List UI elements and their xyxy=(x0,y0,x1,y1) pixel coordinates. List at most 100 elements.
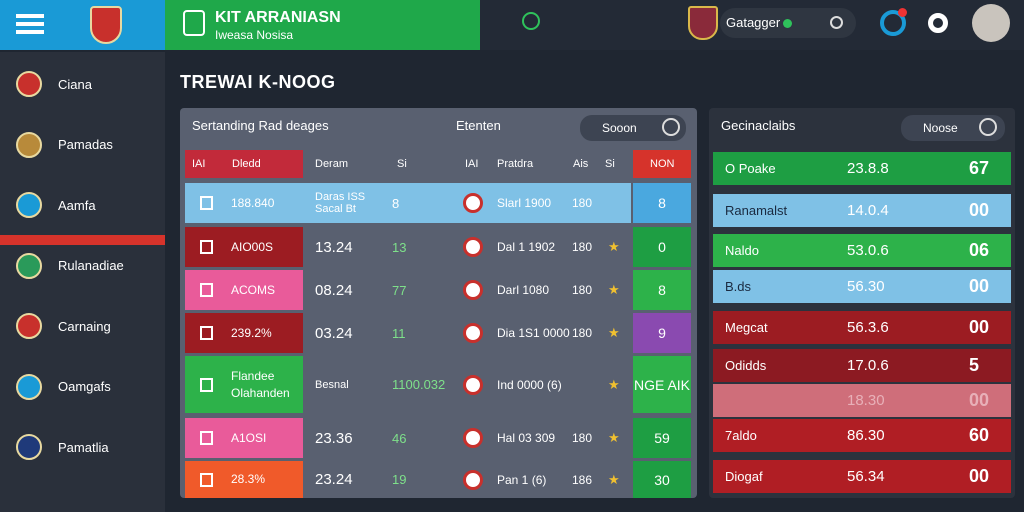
team-name: Dia 1S1 0000 xyxy=(497,326,570,340)
filter-button[interactable]: Noose xyxy=(901,115,1005,141)
row-result: 59 xyxy=(633,418,691,458)
row-icon xyxy=(200,377,213,392)
filter-button[interactable]: Sooon xyxy=(580,115,686,141)
header-cell-bg xyxy=(185,150,303,178)
avatar[interactable] xyxy=(972,4,1010,42)
ranking-name: Diogaf xyxy=(725,469,763,484)
nav-item[interactable]: Rulanadiae xyxy=(0,246,165,286)
star-icon: ★ xyxy=(608,282,620,297)
row-badge: 28.3% xyxy=(185,461,303,498)
row-badge: A1OSI xyxy=(185,418,303,458)
star-icon: ★ xyxy=(608,239,620,254)
button-icon xyxy=(662,118,680,136)
status-icon[interactable] xyxy=(522,12,540,30)
ranking-panel: Gecinaclaibs Noose O Poake 23.8.8 67 Ranama… xyxy=(709,108,1015,498)
row-icon xyxy=(200,283,213,297)
row-value: 23.36 xyxy=(315,429,353,447)
app-subtitle: Iweasa Nosisa xyxy=(215,28,294,42)
ranking-score: 06 xyxy=(969,240,990,260)
ranking-row xyxy=(713,349,1011,382)
settings-icon[interactable] xyxy=(928,13,948,33)
row-result: 30 xyxy=(633,461,691,498)
search-box[interactable]: Gatagger xyxy=(720,8,856,38)
panel-subtitle: Etenten xyxy=(456,118,501,133)
nav-label: Aamfa xyxy=(58,197,96,213)
ranking-value: 23.8.8 xyxy=(847,160,889,177)
nav-label: Oamgafs xyxy=(58,379,111,394)
row-icon xyxy=(200,196,213,210)
row-value: Besnal xyxy=(315,378,349,391)
team-crest xyxy=(463,428,483,448)
ranking-name: O Poake xyxy=(725,161,776,176)
row-badge: 188.840 xyxy=(185,183,303,223)
ranking-score: 00 xyxy=(969,276,990,296)
header-cell-bg xyxy=(633,150,691,178)
notification-icon[interactable] xyxy=(880,10,906,36)
team-crest xyxy=(463,469,483,490)
ranking-name: 7aldo xyxy=(725,428,757,443)
button-icon xyxy=(979,118,997,136)
row-icon xyxy=(200,326,213,340)
club-crest xyxy=(16,373,42,400)
ranking-row xyxy=(713,460,1011,493)
team-name: Hal 03 309 xyxy=(497,431,556,445)
team-crest xyxy=(463,323,483,343)
search-icon[interactable] xyxy=(830,16,843,29)
ranking-value: 14.0.4 xyxy=(847,202,889,219)
row-badge: ACOMS xyxy=(185,270,303,310)
ranking-value: 17.0.6 xyxy=(847,357,889,374)
team-name: Darl 1080 xyxy=(497,283,550,297)
ranking-name: Megcat xyxy=(725,320,768,335)
nav-item[interactable]: Aamfa xyxy=(0,185,165,225)
nav-item[interactable]: Carnaing xyxy=(0,306,165,346)
club-crest xyxy=(16,252,42,279)
nav-label: Ciana xyxy=(58,76,92,92)
club-crest xyxy=(688,6,718,40)
ranking-value: 56.30 xyxy=(847,278,885,295)
search-text: Gatagger xyxy=(726,15,781,30)
ranking-name: B.ds xyxy=(725,279,752,294)
team-stat: 180 xyxy=(572,431,593,445)
team-name: Pan 1 (6) xyxy=(497,472,547,487)
star-icon: ★ xyxy=(608,376,620,392)
column-header: IAI xyxy=(192,158,206,170)
row-value: 13.24 xyxy=(315,238,353,256)
ranking-row xyxy=(713,270,1011,303)
club-crest xyxy=(16,131,42,158)
nav-item[interactable]: Pamatlia xyxy=(0,427,165,467)
team-crest xyxy=(463,374,483,395)
ranking-value: 56.3.6 xyxy=(847,319,889,336)
ranking-row xyxy=(713,234,1011,267)
ranking-row xyxy=(713,419,1011,452)
row-value: 03.24 xyxy=(315,324,353,342)
ranking-row xyxy=(713,384,1011,417)
team-crest xyxy=(463,237,483,257)
nav-item[interactable]: Ciana xyxy=(0,64,165,104)
column-header: Deram xyxy=(315,158,349,170)
ranking-value: 18.30 xyxy=(847,392,885,409)
club-crest xyxy=(90,6,122,44)
ranking-score: 60 xyxy=(969,425,990,445)
club-crest xyxy=(16,434,42,460)
column-header: Ais xyxy=(573,158,589,170)
ranking-name: Naldo xyxy=(725,243,759,258)
ranking-row xyxy=(713,152,1011,185)
star-icon: ★ xyxy=(608,471,620,487)
star-icon: ★ xyxy=(608,430,620,445)
nav-item[interactable]: Oamgafs xyxy=(0,367,165,407)
team-crest xyxy=(463,280,483,300)
club-crest xyxy=(16,313,42,339)
ranking-value: 86.30 xyxy=(847,427,885,444)
nav-item[interactable]: Pamadas xyxy=(0,125,165,165)
row-icon xyxy=(200,472,213,487)
team-name: Slarl 1900 xyxy=(497,196,552,210)
team-name: Dal 1 1902 xyxy=(497,240,556,254)
menu-icon[interactable] xyxy=(16,14,44,18)
column-header: Si xyxy=(397,158,407,170)
notification-badge xyxy=(898,8,907,17)
row-result: 9 xyxy=(633,313,691,353)
team-stat: 180 xyxy=(572,240,593,254)
app-title: KIT ARRANIASN xyxy=(215,9,341,26)
row-value: 23.24 xyxy=(315,471,353,488)
ranking-score: 00 xyxy=(969,200,990,220)
